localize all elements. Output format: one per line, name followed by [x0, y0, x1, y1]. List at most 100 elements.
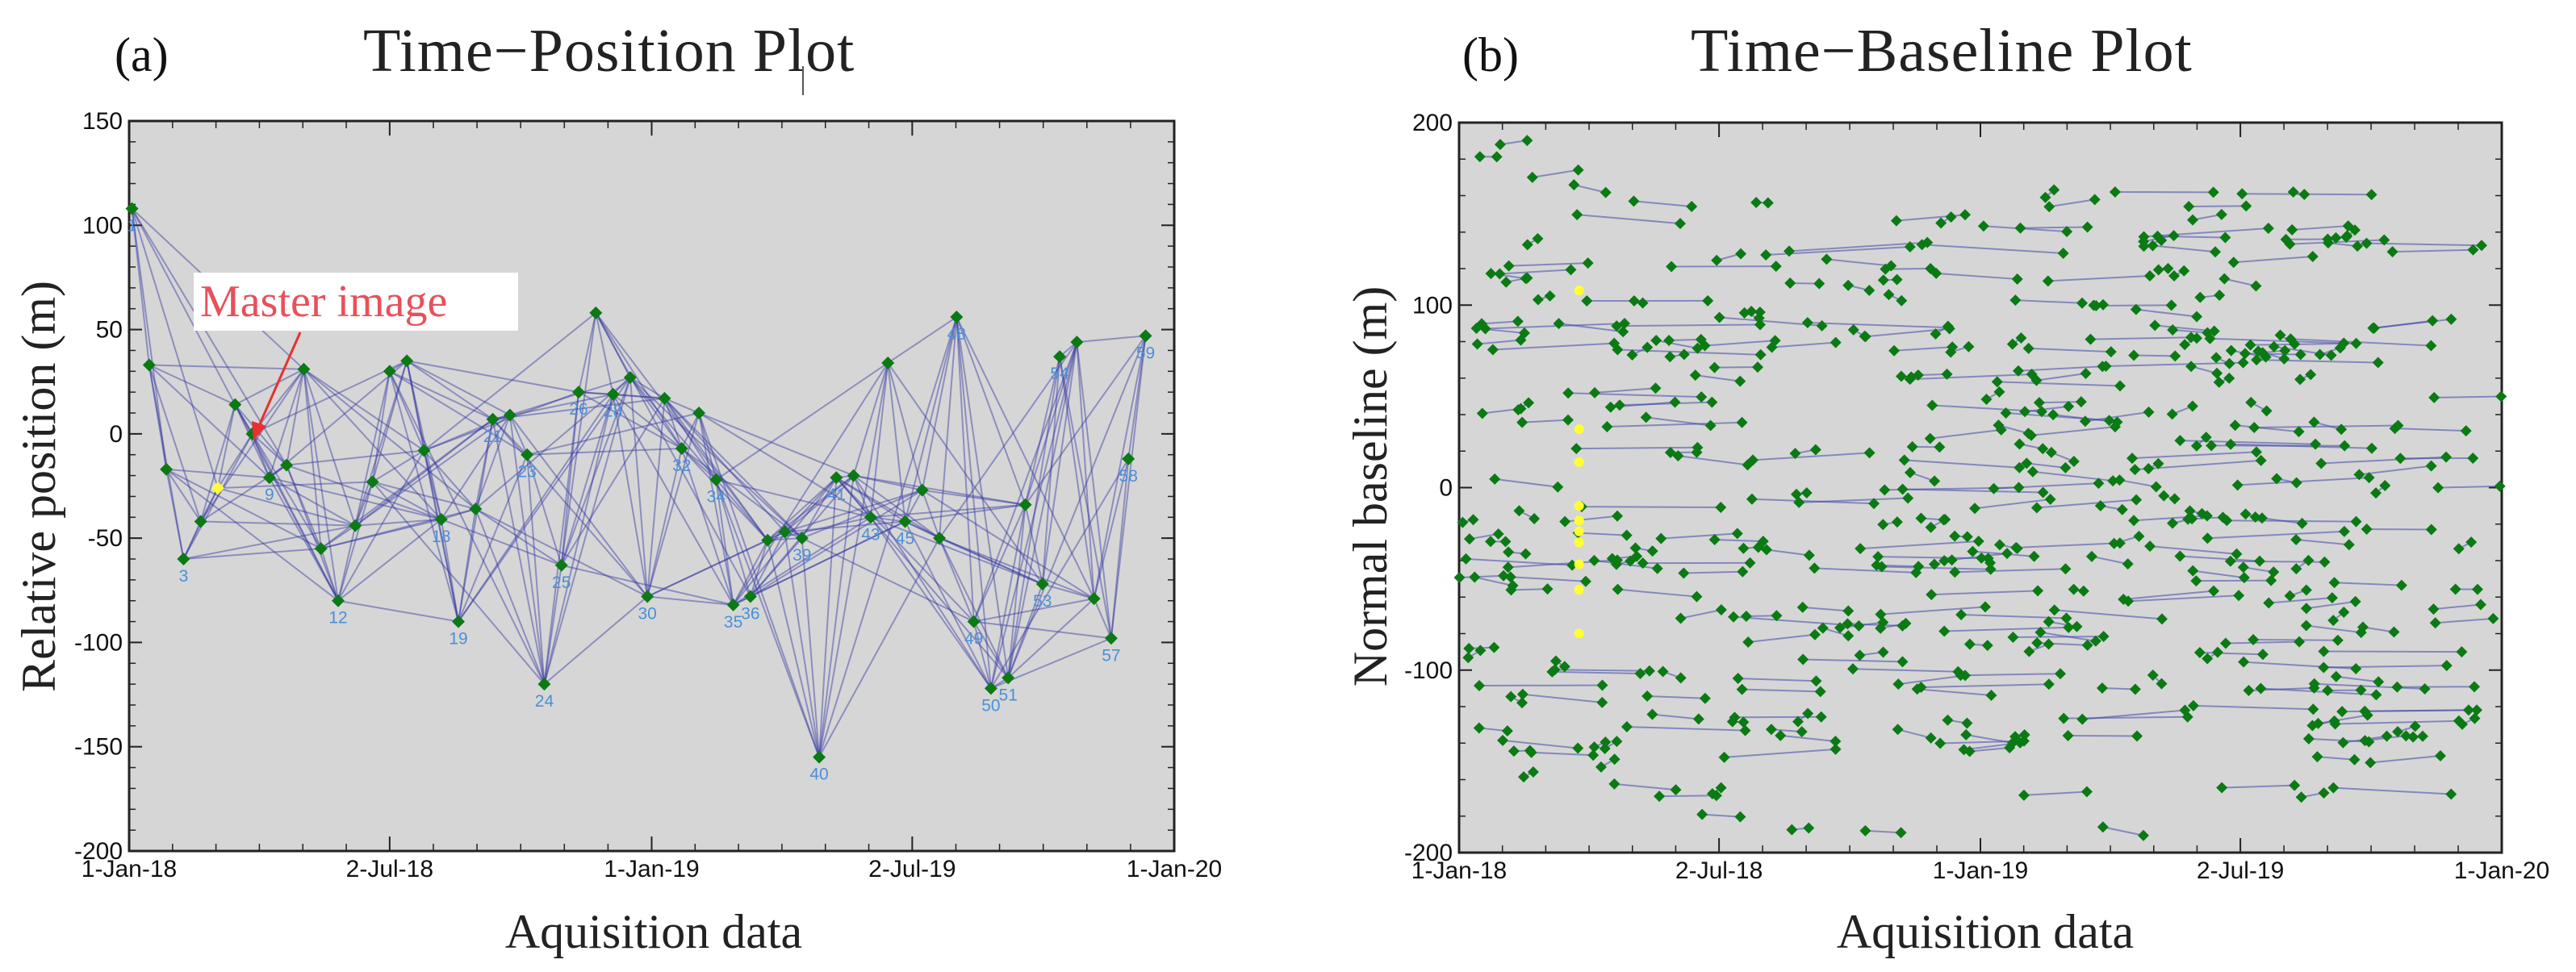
panel-b-point: [1708, 533, 1721, 545]
panel-b-point: [2133, 530, 2145, 542]
panel-b-point: [1523, 397, 1535, 409]
panel-a-connection-line: [423, 312, 596, 452]
panel-b-connection-line: [1656, 340, 1698, 349]
panel-b-point: [2286, 223, 2298, 236]
panel-a-connection-line: [749, 540, 769, 597]
panel-b-point: [2089, 194, 2101, 206]
panel-a-connection-line: [406, 360, 494, 420]
panel-a-connection-line: [767, 540, 821, 757]
panel-a-point: [417, 444, 431, 457]
panel-a-connection-line: [526, 412, 700, 456]
panel-b-point: [2187, 565, 2199, 577]
panel-a-connection-line: [939, 537, 1010, 678]
panel-b-point: [1541, 583, 1554, 595]
panel-a-connection-line: [870, 516, 1043, 585]
panel-b-point: [1600, 186, 1612, 198]
panel-b-point: [2428, 391, 2440, 403]
panel-b-point: [1905, 371, 1917, 383]
panel-b-point: [2256, 347, 2269, 359]
panel-a-connection-line: [904, 490, 923, 522]
panel-b-point: [2289, 779, 2301, 791]
panel-a-connection-line: [663, 398, 786, 533]
panel-b-point: [1734, 375, 1746, 387]
panel-b-connection-line: [1997, 381, 2121, 387]
panel-b-point: [1955, 609, 1968, 621]
panel-a-connection-line: [1041, 357, 1061, 585]
panel-b-point: [1595, 761, 1607, 773]
panel-a-connection-line: [303, 369, 339, 601]
panel-b-connection-line: [2047, 275, 2150, 282]
panel-b-point: [1796, 601, 1809, 613]
panel-a-connection-line: [183, 524, 356, 560]
panel-b-connection-line: [2193, 569, 2245, 579]
panel-b-point: [1855, 543, 1867, 555]
panel-a-point: [778, 525, 792, 539]
panel-b-point: [1760, 544, 1772, 556]
panel-b-point: [1664, 351, 1676, 363]
panel-b-point: [1731, 528, 1743, 540]
panel-a-connection-line: [750, 520, 905, 598]
panel-a-connection-line: [905, 520, 940, 540]
panel-b-point: [2233, 590, 2245, 602]
panel-a-connection-line: [354, 481, 374, 526]
panel-a-connection-line: [972, 504, 1027, 622]
panel-b-point: [1981, 640, 1993, 652]
panel-a-point: [1070, 336, 1084, 349]
panel-b-point: [1589, 386, 1601, 398]
panel-b-point: [1797, 653, 1809, 665]
panel-b-point: [1752, 361, 1764, 373]
panel-b-point: [1915, 512, 1927, 524]
panel-b-point: [2330, 232, 2342, 244]
panel-b-connection-line: [2172, 329, 2208, 334]
panel-a-point-label: 24: [535, 692, 554, 711]
panel-b-point: [1544, 290, 1556, 302]
panel-a-connection-line: [199, 404, 236, 522]
panel-b-point: [2158, 490, 2170, 502]
panel-b-connection-line: [2039, 401, 2081, 404]
panel-a-connection-line: [440, 415, 511, 520]
panel-a-connection-line: [646, 448, 683, 597]
panel-b-point: [2330, 670, 2342, 682]
panel-b-point: [2219, 637, 2231, 649]
panel-b-point: [1485, 268, 1497, 280]
panel-b-connection-line: [2225, 640, 2300, 645]
panel-b-point: [1904, 240, 1916, 252]
panel-b-point: [1562, 387, 1574, 399]
panel-a-connection-line: [423, 449, 477, 510]
panel-a-connection-line: [853, 474, 940, 539]
panel-b-point: [2457, 718, 2469, 730]
panel-b-master-point: [1574, 585, 1584, 595]
panel-a-connection-line: [148, 365, 168, 469]
panel-b-point: [1930, 267, 1942, 279]
panel-a-connection-line: [973, 620, 1112, 640]
panel-b-master-point: [1574, 559, 1584, 569]
panel-b-connection-line: [1826, 258, 1892, 267]
panel-b-point: [2080, 368, 2092, 380]
panel-b-point: [1729, 711, 1741, 724]
panel-b-point: [1967, 545, 1979, 557]
panel-b-point: [1984, 557, 1997, 569]
panel-b-connection-line: [1617, 588, 1697, 598]
panel-a-connection-line: [560, 392, 580, 565]
panel-b-point: [1859, 824, 1871, 836]
panel-a-connection-line: [491, 419, 648, 598]
panel-a-connection-line: [750, 531, 786, 598]
panel-a-connection-line: [853, 474, 922, 491]
panel-b-point: [1532, 294, 1544, 306]
panel-b-point: [2026, 465, 2039, 478]
panel-a-point-label: 40: [809, 766, 828, 784]
panel-b-point: [1520, 273, 1532, 285]
panel-b-point: [2006, 338, 2018, 350]
panel-b-point: [1934, 441, 1946, 453]
panel-b-point: [2129, 464, 2141, 476]
panel-a-connection-line: [458, 419, 494, 622]
panel-b-y-tick-label: 200: [1412, 110, 1453, 136]
panel-b-point: [1809, 444, 1821, 456]
panel-b-point: [2114, 474, 2126, 486]
panel-b-connection-line: [2015, 299, 2083, 304]
panel-b-point: [2373, 676, 2385, 688]
panel-b-connection-line: [2030, 426, 2116, 436]
panel-b-point: [2085, 333, 2097, 345]
panel-b-connection-line: [2049, 198, 2095, 208]
